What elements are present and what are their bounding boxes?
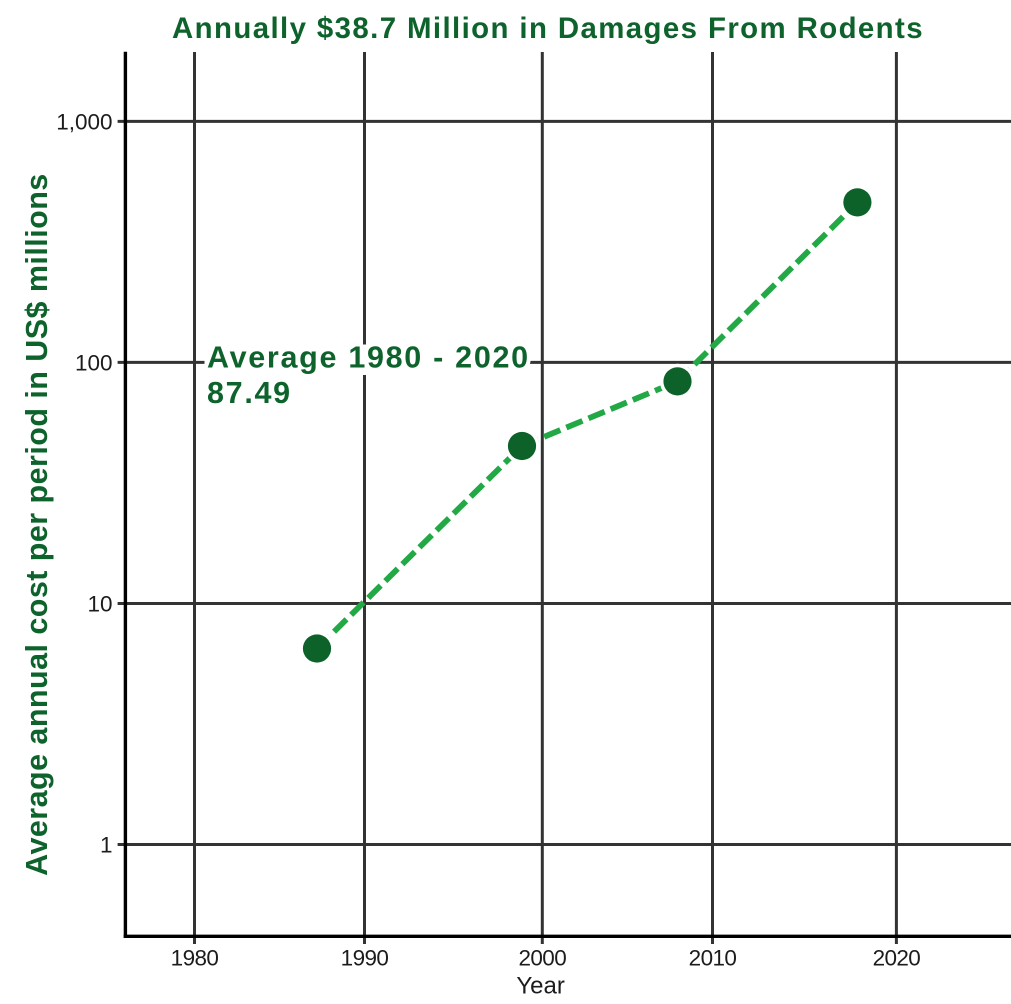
- svg-text:1990: 1990: [341, 946, 389, 971]
- svg-text:Year: Year: [516, 973, 565, 1000]
- svg-text:Average 1980 - 2020: Average 1980 - 2020: [207, 341, 530, 375]
- svg-text:Average annual cost per period: Average annual cost per period in US$ mi…: [20, 173, 54, 876]
- svg-text:100: 100: [75, 351, 113, 376]
- svg-text:87.49: 87.49: [207, 376, 292, 410]
- svg-text:Annually $38.7 Million in Dama: Annually $38.7 Million in Damages From R…: [172, 12, 924, 45]
- svg-text:1,000: 1,000: [56, 110, 112, 135]
- svg-text:2010: 2010: [689, 946, 737, 971]
- svg-text:1: 1: [100, 833, 113, 858]
- svg-text:10: 10: [87, 592, 112, 617]
- svg-text:1980: 1980: [171, 946, 219, 971]
- svg-text:2000: 2000: [518, 946, 566, 971]
- svg-text:2020: 2020: [873, 946, 921, 971]
